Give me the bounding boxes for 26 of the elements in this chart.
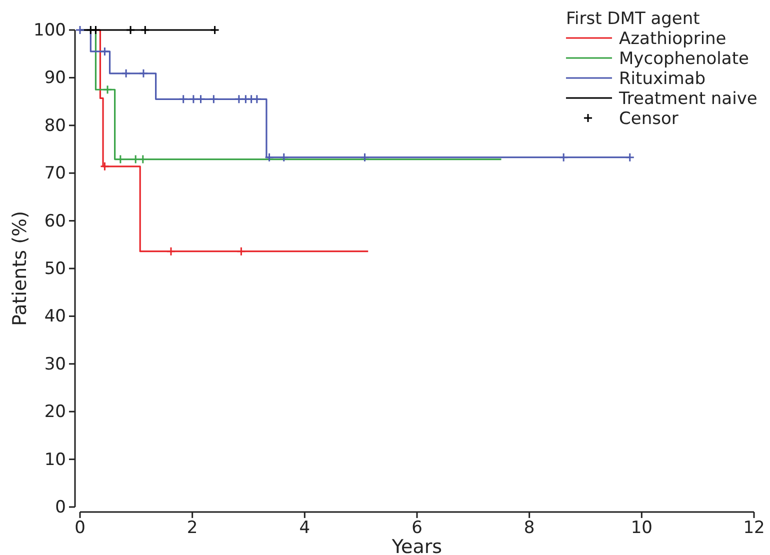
x-tick-label: 12: [743, 518, 765, 538]
x-tick-label: 6: [412, 518, 422, 538]
x-tick-label: 4: [299, 518, 310, 538]
y-tick-label: 70: [44, 164, 66, 184]
y-tick-label: 100: [34, 20, 66, 40]
x-tick-label: 0: [74, 518, 86, 538]
legend-label: Treatment naive: [618, 89, 758, 109]
legend-label: Mycophenolate: [619, 49, 749, 69]
x-tick-label: 10: [630, 518, 652, 538]
x-axis-title: Years: [390, 536, 442, 555]
x-tick-label: 2: [186, 518, 198, 538]
y-axis-title: Patients (%): [9, 211, 31, 326]
y-tick-label: 20: [44, 402, 66, 422]
y-tick-label: 40: [44, 306, 66, 327]
y-tick-label: 60: [44, 211, 66, 232]
y-tick-label: 90: [44, 68, 66, 88]
y-tick-label: 0: [55, 497, 66, 518]
y-tick-label: 30: [44, 354, 66, 374]
y-tick-label: 50: [44, 258, 66, 279]
y-tick-label: 10: [44, 450, 66, 470]
x-tick-label: 8: [524, 518, 535, 538]
y-tick-label: 80: [44, 116, 66, 136]
legend-label: Rituximab: [619, 69, 706, 89]
legend-title: First DMT agent: [566, 9, 700, 29]
legend-label: Azathioprine: [619, 29, 726, 49]
legend-label: Censor: [619, 109, 678, 129]
